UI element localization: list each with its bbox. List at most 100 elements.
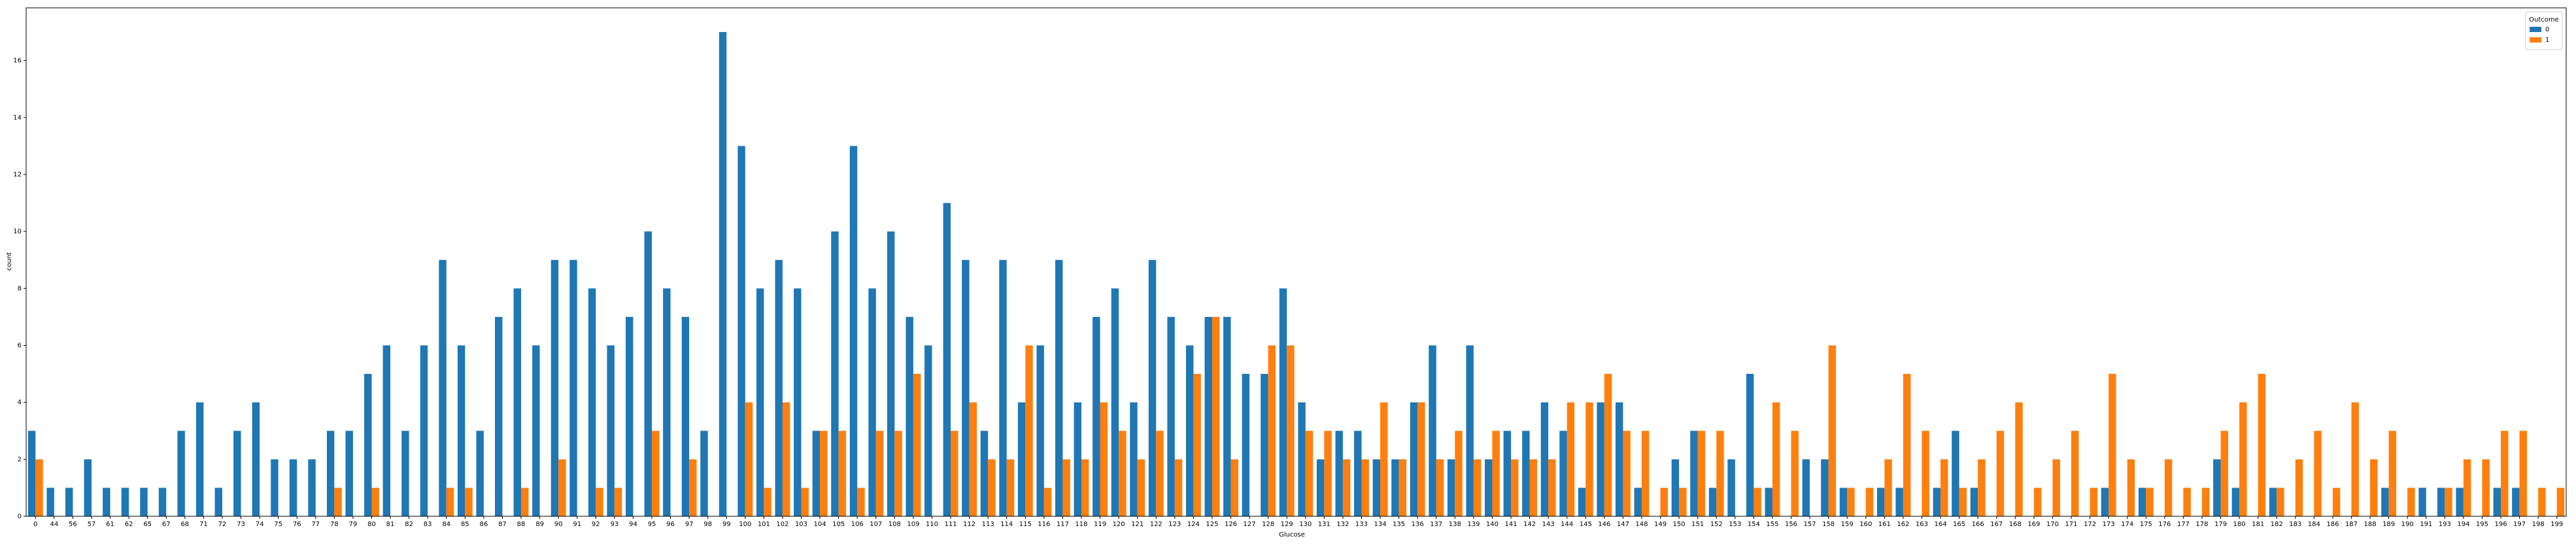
bar [65,488,73,516]
x-tick-label: 65 [143,521,152,528]
bar [1398,459,1407,516]
bar [457,345,466,516]
x-tick-label: 160 [1859,521,1872,528]
x-tick-label: 136 [1412,521,1424,528]
bar [1791,431,1799,516]
x-tick-label: 112 [963,521,975,528]
bar [857,488,865,516]
bar [2512,488,2520,516]
x-tick-label: 93 [610,521,619,528]
x-tick-label: 151 [1691,521,1704,528]
bar [326,431,335,516]
bar [868,288,876,516]
bar [2090,488,2097,516]
x-tick-label: 196 [2494,521,2507,528]
bar [1268,345,1276,516]
bar [1604,374,1612,516]
bar [1167,316,1175,516]
bar [2109,374,2116,516]
bar [121,488,129,516]
x-tick-label: 84 [442,521,450,528]
x-tick-label: 182 [2271,521,2283,528]
bar [1876,488,1885,516]
bar [1354,431,1362,516]
x-tick-label: 163 [1916,521,1928,528]
x-tick-label: 73 [237,521,245,528]
bar [1287,345,1295,516]
bar [607,345,615,516]
bar [1511,459,1519,516]
x-tick-label: 154 [1748,521,1760,528]
bar [1361,459,1369,516]
bar [1522,431,1530,516]
bar [951,431,958,516]
x-tick-label: 144 [1561,521,1573,528]
x-tick-label: 148 [1635,521,1648,528]
bar [1372,459,1381,516]
y-tick-label: 2 [18,456,22,463]
bar [195,402,204,516]
bar [913,374,921,516]
bar [924,345,932,516]
x-tick-label: 81 [386,521,395,528]
bar [2437,488,2445,516]
x-tick-label: 138 [1449,521,1461,528]
bar [2033,488,2042,516]
bar [1623,431,1631,516]
bar [980,431,989,516]
x-tick-label: 187 [2345,521,2358,528]
bar [849,146,858,517]
bar [558,459,566,516]
bar [1821,459,1829,516]
bar [177,431,185,516]
bar [1380,402,1388,516]
bar [1242,374,1250,516]
bar [906,316,913,516]
bar [1503,431,1512,516]
x-tick-label: 88 [517,521,526,528]
x-tick-label: 140 [1486,521,1499,528]
bar [1017,402,1026,516]
bar [831,231,839,516]
bar [2493,488,2501,516]
x-tick-label: 101 [758,521,770,528]
bar [371,488,379,516]
bar [689,459,697,516]
x-tick-label: 139 [1467,521,1480,528]
bar [2556,488,2565,516]
y-tick-label: 14 [13,114,22,122]
x-tick-label: 156 [1785,521,1797,528]
x-tick-label: 118 [1075,521,1087,528]
bar [521,488,529,516]
bar [1708,488,1717,516]
bar [308,459,316,516]
x-tick-label: 164 [1934,521,1946,528]
x-tick-label: 178 [2195,521,2208,528]
x-tick-label: 133 [1355,521,1368,528]
bar [1828,345,1837,516]
x-tick-label: 171 [2065,521,2077,528]
bar [988,459,996,516]
y-tick-label: 4 [18,399,22,406]
bar [2456,488,2464,516]
bar [289,459,297,516]
bar [1137,459,1145,516]
x-tick-label: 188 [2364,521,2377,528]
bar [1903,374,1911,516]
bar [1641,431,1650,516]
bar [465,488,473,516]
bar [1223,316,1231,516]
legend-label: 0 [2545,26,2549,33]
x-tick-label: 106 [851,521,864,528]
bar [2164,459,2173,516]
x-tick-label: 74 [256,521,264,528]
x-tick-label: 85 [461,521,469,528]
x-tick-label: 177 [2177,521,2190,528]
y-tick-label: 0 [18,513,22,520]
bar [1895,488,1903,516]
bar [1410,402,1418,516]
x-tick-label: 128 [1262,521,1274,528]
bar [838,431,847,516]
x-tick-label: 127 [1244,521,1256,528]
